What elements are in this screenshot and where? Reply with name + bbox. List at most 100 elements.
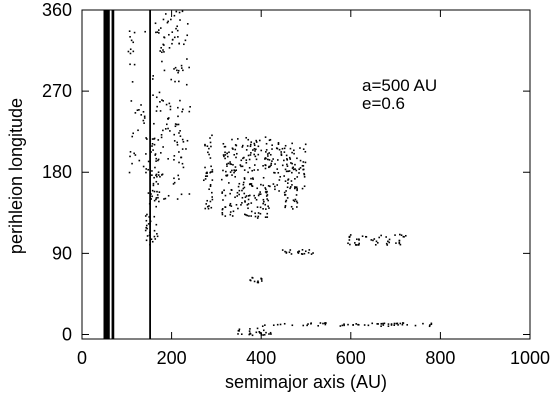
data-point [144, 229, 147, 232]
data-point [267, 199, 270, 202]
data-point [222, 142, 225, 145]
data-point [260, 183, 262, 186]
data-point [278, 179, 281, 181]
data-point [175, 27, 177, 30]
data-point [370, 239, 373, 241]
data-point [292, 168, 295, 171]
data-point [131, 135, 134, 138]
data-point [292, 166, 294, 169]
data-point [281, 249, 284, 251]
data-point [265, 142, 268, 145]
y-tick-label: 90 [52, 243, 72, 263]
data-point [153, 215, 156, 218]
data-point [136, 109, 139, 112]
data-point [152, 75, 154, 77]
data-point [161, 60, 163, 63]
data-point [253, 169, 256, 171]
data-point [275, 147, 278, 149]
data-point [414, 324, 417, 327]
data-point [267, 205, 269, 208]
data-point [286, 158, 288, 160]
annotation-semimajor-axis: a=500 AU [362, 76, 437, 95]
data-point [238, 330, 240, 332]
data-point [270, 333, 272, 335]
data-point [377, 323, 379, 325]
data-point [148, 216, 151, 218]
data-point [376, 242, 379, 244]
data-point [301, 164, 304, 167]
data-point [257, 280, 259, 283]
data-point [294, 186, 297, 189]
x-tick-label: 800 [425, 348, 455, 368]
data-point [151, 78, 154, 80]
data-point [265, 331, 267, 334]
data-point [264, 167, 267, 170]
y-tick-label: 180 [42, 162, 72, 182]
data-point [156, 31, 159, 33]
data-point [250, 141, 253, 143]
data-point [254, 150, 256, 152]
data-point [128, 171, 131, 174]
data-point [176, 25, 179, 28]
data-point [274, 185, 276, 188]
data-point [297, 251, 299, 253]
data-point [152, 184, 155, 187]
data-point [254, 197, 257, 199]
data-point [155, 180, 158, 183]
data-point [256, 281, 259, 284]
data-point [167, 158, 169, 160]
data-point [168, 47, 171, 49]
data-point [178, 42, 181, 45]
data-point [229, 163, 232, 165]
data-point [155, 197, 158, 199]
data-point [245, 161, 248, 164]
data-point [298, 250, 300, 253]
data-point [231, 147, 234, 150]
data-point [209, 171, 211, 174]
data-point [291, 142, 293, 145]
data-point [396, 322, 399, 325]
data-point [221, 213, 224, 216]
data-point [211, 196, 213, 198]
data-point [145, 226, 147, 229]
data-point [178, 151, 180, 153]
data-point [256, 217, 259, 219]
data-point [163, 198, 165, 200]
solid-band-0 [103, 10, 110, 339]
data-point [373, 238, 376, 240]
data-point [357, 244, 359, 246]
data-point [142, 165, 145, 168]
data-point [265, 195, 268, 197]
data-point [162, 100, 164, 102]
data-point [211, 191, 213, 194]
data-point [234, 170, 236, 172]
data-point [304, 143, 307, 146]
data-point [152, 149, 154, 151]
data-point [310, 253, 313, 255]
data-point [144, 30, 146, 33]
data-point [180, 193, 183, 196]
data-point [208, 147, 210, 150]
data-point [173, 177, 175, 180]
data-point [264, 157, 267, 159]
data-point [382, 324, 385, 326]
data-point [154, 153, 157, 155]
data-point [227, 162, 230, 165]
data-point [143, 115, 146, 118]
y-tick-label: 270 [42, 81, 72, 101]
data-point [262, 176, 265, 179]
data-point [303, 173, 306, 176]
data-point [229, 161, 231, 163]
data-point [147, 192, 150, 194]
data-point [283, 147, 286, 150]
data-point [402, 235, 405, 238]
data-point [281, 147, 284, 150]
data-point [170, 78, 173, 81]
data-point [237, 185, 240, 188]
data-point [222, 154, 225, 156]
data-point [266, 194, 269, 196]
data-point [247, 203, 250, 205]
data-point [264, 216, 267, 218]
data-point [295, 186, 298, 189]
data-point [295, 194, 298, 196]
